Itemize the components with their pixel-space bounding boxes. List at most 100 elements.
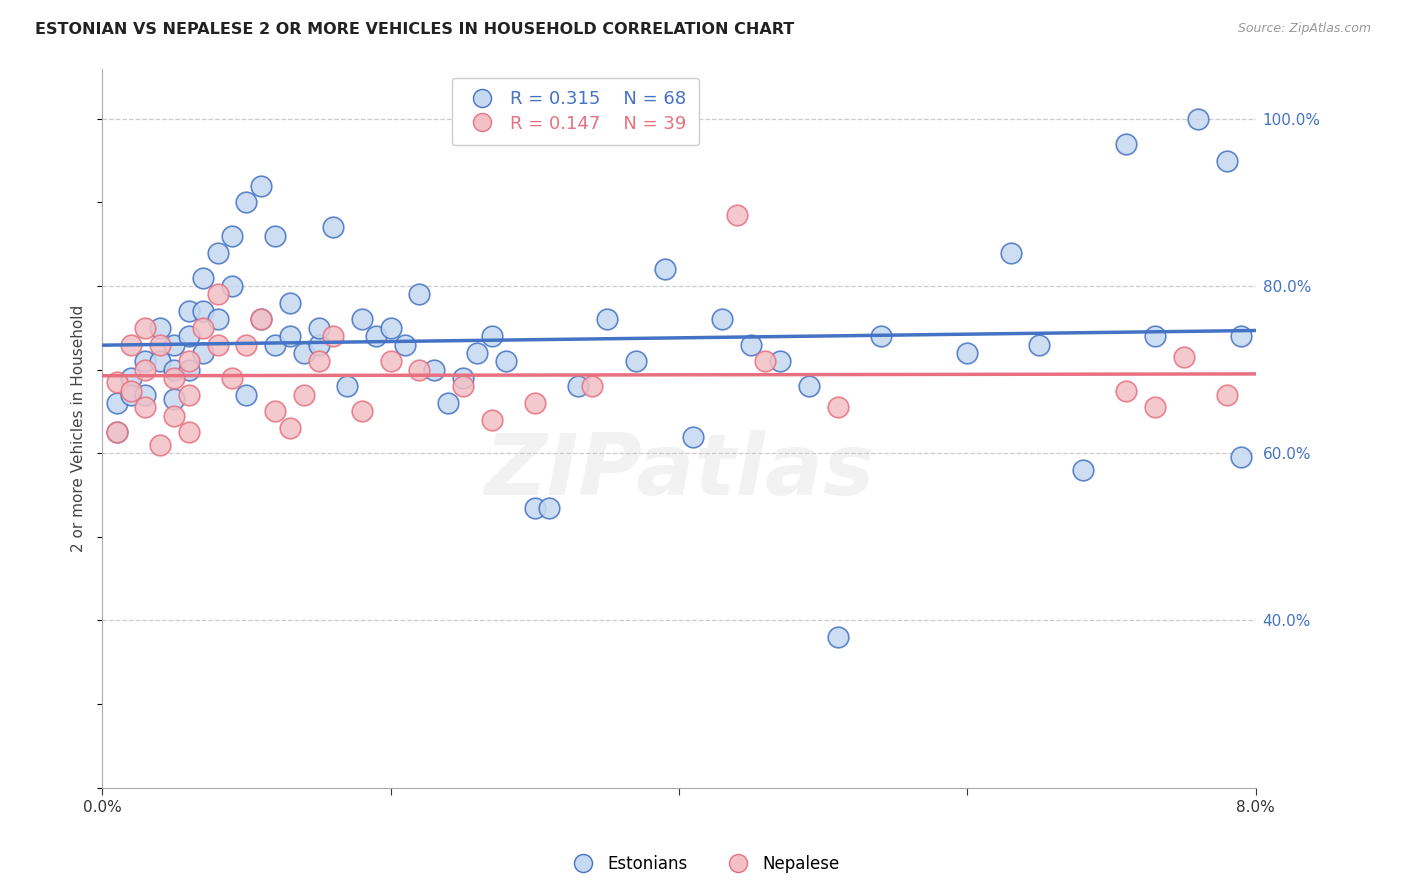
Point [451,379,474,393]
Point [105,425,128,440]
Point [654,262,676,277]
Point [120,384,142,398]
Point [1115,384,1137,398]
Point [177,362,200,376]
Point [120,337,142,351]
Point [191,320,214,334]
Text: ESTONIAN VS NEPALESE 2 OR MORE VEHICLES IN HOUSEHOLD CORRELATION CHART: ESTONIAN VS NEPALESE 2 OR MORE VEHICLES … [35,22,794,37]
Point [827,630,849,644]
Point [350,312,373,326]
Point [191,270,214,285]
Point [769,354,792,368]
Point [423,362,446,376]
Point [380,320,402,334]
Point [278,295,301,310]
Point [250,178,273,193]
Point [177,425,200,440]
Point [797,379,820,393]
Point [437,396,460,410]
Point [711,312,734,326]
Point [523,500,546,515]
Point [682,429,704,443]
Point [308,337,330,351]
Text: ZIPatlas: ZIPatlas [484,430,875,513]
Point [177,304,200,318]
Point [207,287,229,301]
Text: Source: ZipAtlas.com: Source: ZipAtlas.com [1237,22,1371,36]
Point [1187,112,1209,126]
Point [481,413,503,427]
Point [336,379,359,393]
Point [1230,450,1253,465]
Point [134,362,156,376]
Point [1071,463,1094,477]
Point [149,438,172,452]
Point [956,346,979,360]
Point [250,312,273,326]
Point [120,387,142,401]
Point [163,392,186,406]
Point [163,371,186,385]
Point [235,195,257,210]
Point [322,329,344,343]
Point [278,421,301,435]
Point [163,409,186,423]
Point [481,329,503,343]
Point [1143,401,1166,415]
Point [163,337,186,351]
Point [207,337,229,351]
Point [827,401,849,415]
Point [350,404,373,418]
Point [308,354,330,368]
Point [264,337,287,351]
Point [754,354,776,368]
Point [177,354,200,368]
Point [134,387,156,401]
Point [1230,329,1253,343]
Point [495,354,517,368]
Point [191,346,214,360]
Point [134,401,156,415]
Point [221,279,243,293]
Point [221,371,243,385]
Point [465,346,488,360]
Point [1143,329,1166,343]
Point [567,379,589,393]
Point [366,329,388,343]
Y-axis label: 2 or more Vehicles in Household: 2 or more Vehicles in Household [72,304,86,552]
Point [322,220,344,235]
Point [149,320,172,334]
Point [408,362,430,376]
Point [380,354,402,368]
Point [163,362,186,376]
Point [177,387,200,401]
Point [725,208,748,222]
Point [221,228,243,243]
Point [207,312,229,326]
Point [869,329,891,343]
Point [149,337,172,351]
Point [250,312,273,326]
Point [1000,245,1022,260]
Point [235,387,257,401]
Point [596,312,619,326]
Point [624,354,647,368]
Point [120,371,142,385]
Point [581,379,603,393]
Point [177,329,200,343]
Point [408,287,430,301]
Point [1028,337,1050,351]
Point [1173,350,1195,364]
Legend: R = 0.315    N = 68, R = 0.147    N = 39: R = 0.315 N = 68, R = 0.147 N = 39 [451,78,699,145]
Point [278,329,301,343]
Point [292,346,315,360]
Point [292,387,315,401]
Legend: Estonians, Nepalese: Estonians, Nepalese [560,848,846,880]
Point [1216,153,1239,168]
Point [105,396,128,410]
Point [264,228,287,243]
Point [235,337,257,351]
Point [394,337,416,351]
Point [105,425,128,440]
Point [308,320,330,334]
